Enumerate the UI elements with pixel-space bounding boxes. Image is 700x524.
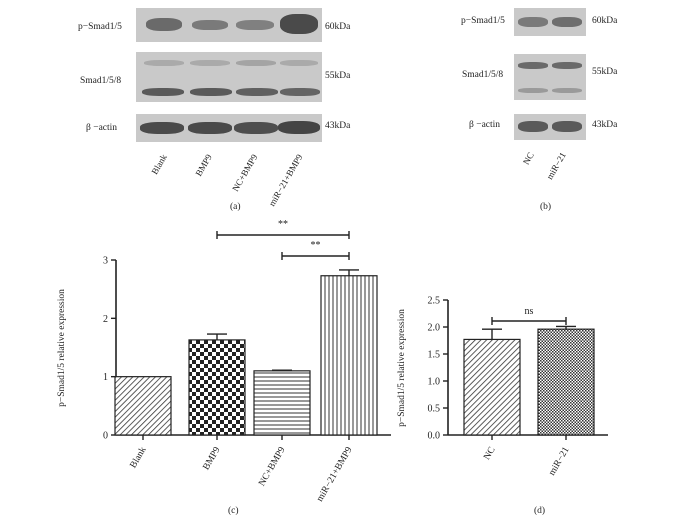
- blot-strip-actin: [136, 114, 322, 142]
- bar-0: [114, 376, 172, 436]
- panel-letter-d: (d): [534, 506, 546, 516]
- panel-letter-c: (c): [228, 506, 239, 516]
- chart-c: 0 1 2 3 p−Smad1/5 relative expression Blank BM…: [57, 219, 391, 504]
- blot-strip-actin: [514, 114, 586, 140]
- y-tick-label: 1: [103, 372, 108, 383]
- y-tick-label: 2.0: [428, 323, 441, 334]
- bar-1: [188, 339, 246, 436]
- row-label-smad158: Smad1/5/8: [80, 76, 122, 86]
- row-label-actin: β −actin: [469, 120, 501, 130]
- blot-strip-smad158: [514, 54, 586, 100]
- y-tick-label: 1.0: [428, 377, 441, 388]
- panel-letter-a: (a): [230, 202, 241, 212]
- kda-label-55: 55kDa: [325, 71, 351, 81]
- y-axis-label: p−Smad1/5 relative expression: [57, 289, 67, 407]
- y-tick-label: 3: [103, 256, 108, 267]
- row-label-actin: β −actin: [86, 123, 118, 133]
- bar-0: [463, 338, 521, 436]
- y-tick-label: 0: [103, 431, 108, 442]
- bar-2: [253, 370, 311, 436]
- y-tick-label: 0.0: [428, 431, 441, 442]
- kda-label-60: 60kDa: [592, 16, 618, 26]
- x-tick-label: BMP9: [202, 445, 223, 472]
- sig-label: **: [311, 240, 321, 251]
- bar-1: [537, 328, 595, 436]
- kda-label-43: 43kDa: [592, 120, 618, 130]
- x-tick-label: miR−21: [547, 445, 571, 477]
- sig-label: **: [278, 219, 288, 230]
- x-tick-label: miR−21+BMP9: [315, 445, 354, 503]
- sig-label: ns: [525, 306, 534, 317]
- kda-label-43: 43kDa: [325, 121, 351, 131]
- blot-strip-smad158: [136, 52, 322, 102]
- y-tick-label: 1.5: [428, 350, 441, 361]
- y-tick-label: 2: [103, 314, 108, 325]
- x-tick-label: NC: [482, 446, 497, 462]
- row-label-p-smad: p−Smad1/5: [78, 22, 122, 32]
- bar-3: [320, 275, 378, 436]
- y-tick-label: 2.5: [428, 296, 441, 307]
- chart-d: 0.0 0.5 1.0 1.5 2.0 2.5 p−Smad1/5 relative exp…: [397, 296, 608, 478]
- kda-label-55: 55kDa: [592, 67, 618, 77]
- row-label-smad158: Smad1/5/8: [462, 70, 504, 80]
- y-tick-label: 0.5: [428, 404, 441, 415]
- x-tick-label: Blank: [129, 445, 149, 470]
- y-axis-label: p−Smad1/5 relative expression: [397, 309, 407, 427]
- blot-strip-p-smad: [136, 8, 322, 42]
- row-label-p-smad: p−Smad1/5: [461, 16, 505, 26]
- panel-letter-b: (b): [540, 202, 552, 212]
- x-tick-label: NC+BMP9: [257, 445, 287, 488]
- kda-label-60: 60kDa: [325, 22, 351, 32]
- blot-strip-p-smad: [514, 8, 586, 36]
